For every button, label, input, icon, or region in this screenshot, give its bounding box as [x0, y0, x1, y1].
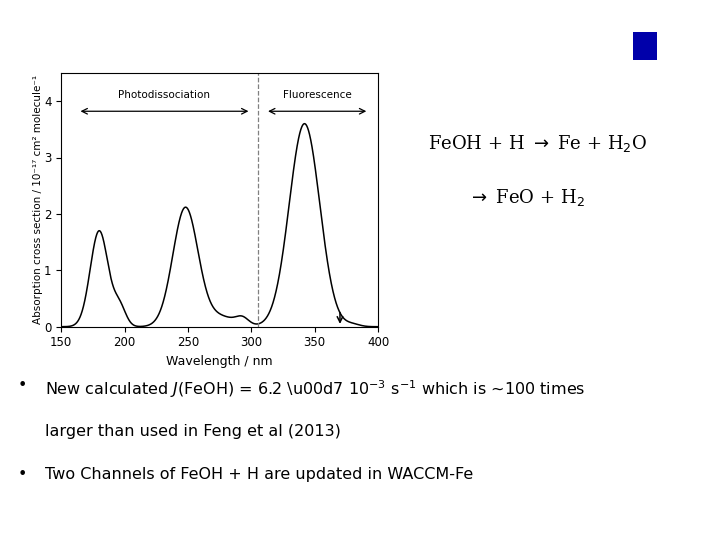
Text: Photodissociation: Photodissociation — [118, 90, 210, 100]
Text: •: • — [18, 378, 27, 393]
Text: Fluorescence: Fluorescence — [283, 90, 351, 100]
Y-axis label: Absorption cross section / 10⁻¹⁷ cm² molecule⁻¹: Absorption cross section / 10⁻¹⁷ cm² mol… — [32, 75, 42, 325]
Text: New calculated $\mathit{J}$(FeOH) = 6.2 \u00d7 10$^{-3}$ s$^{-1}$ which is ~100 : New calculated $\mathit{J}$(FeOH) = 6.2 … — [45, 378, 586, 400]
Text: $\rightarrow$ FeO + H$_2$: $\rightarrow$ FeO + H$_2$ — [468, 187, 585, 207]
Bar — [628, 9, 662, 60]
Text: larger than used in Feng et al (2013): larger than used in Feng et al (2013) — [45, 424, 341, 439]
Bar — [633, 32, 657, 60]
Text: Two Channels of FeOH + H are updated in WACCM-Fe: Two Channels of FeOH + H are updated in … — [45, 467, 474, 482]
Text: FeOH + H $\rightarrow$ Fe + H$_2$O: FeOH + H $\rightarrow$ Fe + H$_2$O — [428, 133, 647, 153]
Text: •: • — [18, 467, 27, 482]
Text: FeOH photolysis and reactions with H: FeOH photolysis and reactions with H — [18, 21, 636, 49]
Text: UNIVERSITY OF LEEDS: UNIVERSITY OF LEEDS — [627, 58, 711, 67]
X-axis label: Wavelength / nm: Wavelength / nm — [166, 355, 273, 368]
